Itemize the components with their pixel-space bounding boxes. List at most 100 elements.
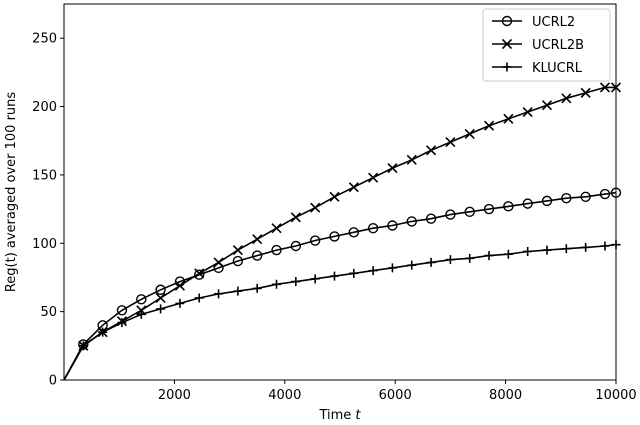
x-axis-label: Time t: [318, 408, 361, 423]
legend-item-ucrl2: UCRL2: [492, 15, 575, 30]
x-axis-label-text: Time: [318, 408, 351, 423]
data-point-ucrl2b: [348, 182, 359, 193]
x-axis-label-variable: t: [355, 408, 361, 423]
data-point-ucrl2b: [503, 113, 514, 124]
data-point-ucrl2b: [310, 202, 321, 213]
data-point-ucrl2: [271, 244, 282, 256]
data-point-ucrl2b: [329, 191, 340, 202]
data-point-klucrl: [156, 304, 166, 314]
data-point-klucrl: [117, 318, 127, 328]
data-point-klucrl: [78, 341, 88, 351]
y-tick-label: 100: [32, 237, 57, 252]
data-point-klucrl: [233, 286, 243, 296]
y-tick-label: 150: [32, 168, 57, 183]
data-point-ucrl2: [329, 231, 340, 242]
legend-marker-klucrl: [502, 62, 512, 72]
legend-label-klucrl: KLUCRL: [532, 61, 583, 76]
data-point-ucrl2b: [232, 245, 243, 256]
data-point-ucrl2: [445, 209, 456, 220]
y-axis-label: Reg(t) averaged over 100 runs: [4, 92, 19, 293]
y-tick-label: 0: [49, 374, 57, 389]
data-point-klucrl: [194, 293, 204, 303]
data-point-klucrl: [465, 253, 475, 263]
x-tick-label: 4000: [268, 388, 301, 403]
data-point-klucrl: [542, 245, 552, 255]
data-point-ucrl2b: [561, 93, 572, 104]
data-point-klucrl: [426, 257, 436, 267]
y-tick-label: 250: [32, 32, 57, 47]
data-point-ucrl2b: [580, 87, 591, 98]
data-point-ucrl2b: [290, 212, 301, 223]
legend-marker-ucrl2: [501, 15, 513, 27]
legend-marker-ucrl2b: [501, 38, 513, 50]
data-point-klucrl: [252, 283, 262, 293]
data-point-ucrl2b: [271, 223, 282, 234]
legend-item-ucrl2b: UCRL2B: [492, 38, 584, 53]
data-point-ucrl2: [464, 206, 475, 218]
x-tick-label: 6000: [379, 388, 412, 403]
data-point-ucrl2b: [406, 154, 417, 165]
data-point-klucrl: [581, 242, 591, 252]
data-point-klucrl: [175, 298, 185, 308]
series-line-ucrl2: [63, 191, 617, 381]
data-point-ucrl2b: [174, 280, 185, 291]
data-point-klucrl: [136, 309, 146, 319]
data-point-ucrl2: [290, 240, 302, 252]
data-point-ucrl2: [232, 255, 244, 267]
data-point-ucrl2: [194, 269, 205, 280]
data-point-ucrl2b: [252, 234, 263, 245]
data-point-klucrl: [445, 255, 455, 265]
data-point-ucrl2: [503, 201, 514, 212]
data-point-ucrl2b: [599, 82, 611, 93]
y-tick-label: 200: [32, 100, 57, 115]
data-point-klucrl: [503, 249, 513, 259]
data-point-ucrl2: [348, 227, 359, 238]
data-point-ucrl2: [116, 305, 128, 316]
legend-label-ucrl2: UCRL2: [532, 15, 575, 30]
series-layer: [63, 82, 622, 381]
legend: UCRL2 UCRL2B KLUCRL: [482, 8, 611, 82]
data-point-klucrl: [600, 241, 610, 251]
x-tick-label: 2000: [158, 388, 191, 403]
data-point-ucrl2: [387, 220, 398, 231]
legend-item-klucrl: KLUCRL: [492, 61, 583, 76]
data-point-klucrl: [523, 246, 533, 256]
data-point-ucrl2b: [155, 292, 166, 304]
data-point-ucrl2: [599, 188, 611, 200]
data-point-klucrl: [214, 289, 224, 299]
legend-items: UCRL2 UCRL2B KLUCRL: [492, 15, 584, 76]
legend-label-ucrl2b: UCRL2B: [532, 38, 584, 53]
data-point-ucrl2b: [194, 268, 205, 279]
data-point-ucrl2b: [445, 137, 456, 148]
data-point-klucrl: [291, 277, 301, 287]
axis-layer: 2000 4000 6000 8000 10000 0 50 100 150 200 250: [32, 32, 637, 403]
data-point-klucrl: [561, 244, 571, 254]
data-point-ucrl2: [136, 294, 147, 305]
data-point-ucrl2b: [464, 128, 475, 139]
data-point-ucrl2: [580, 191, 591, 202]
data-point-ucrl2b: [368, 172, 379, 183]
x-tick-label: 10000: [595, 388, 636, 403]
data-point-klucrl: [368, 266, 378, 276]
data-point-klucrl: [310, 274, 320, 284]
series-klucrl: [63, 240, 621, 381]
data-point-ucrl2b: [483, 120, 495, 131]
data-point-ucrl2: [155, 284, 166, 295]
data-point-klucrl: [349, 268, 359, 278]
data-point-klucrl: [387, 263, 397, 273]
plot-frame: [63, 3, 617, 381]
data-point-ucrl2b: [387, 163, 398, 174]
data-point-klucrl: [98, 327, 108, 337]
data-point-ucrl2: [483, 203, 495, 215]
data-point-ucrl2b: [426, 145, 437, 156]
y-tick-label: 50: [40, 305, 57, 320]
data-point-ucrl2: [367, 223, 379, 234]
x-tick-label: 8000: [489, 388, 522, 403]
data-point-ucrl2: [561, 192, 572, 204]
data-point-klucrl: [272, 279, 282, 289]
data-point-ucrl2b: [541, 100, 553, 111]
data-point-klucrl: [484, 251, 494, 261]
data-point-ucrl2: [522, 198, 533, 209]
data-point-ucrl2: [309, 235, 321, 246]
